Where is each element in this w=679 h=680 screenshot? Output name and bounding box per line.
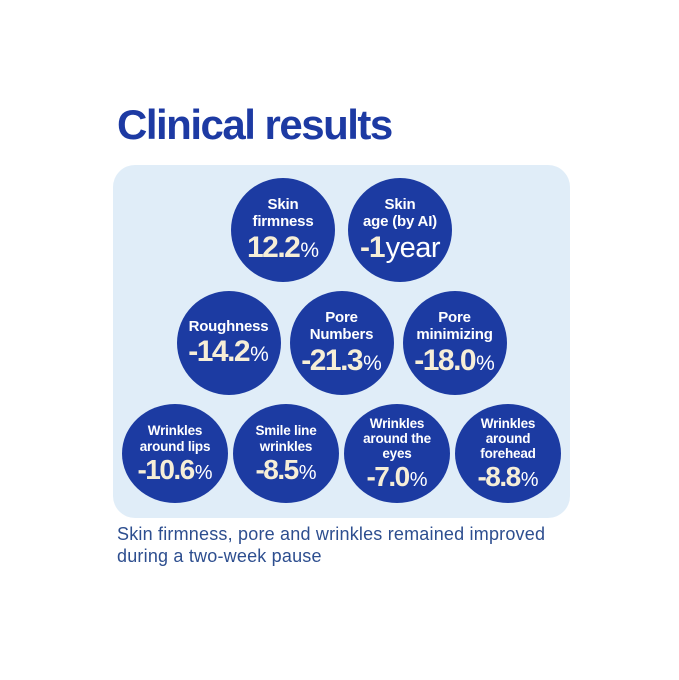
stat-value: -21.3%	[301, 343, 382, 377]
stat-label: Pore Numbers	[309, 309, 374, 343]
stat-number: -1	[359, 230, 386, 264]
stat-bubble-wrinkles-forehead: Wrinkles around forehead -8.8%	[455, 404, 561, 503]
stat-number: -14.2	[188, 335, 250, 369]
stat-unit: %	[194, 461, 213, 484]
stat-number: -7.0	[366, 461, 410, 493]
stat-unit: %	[363, 351, 382, 375]
stat-value: -1 year	[359, 230, 441, 264]
stat-label: Wrinkles around forehead	[480, 415, 536, 462]
stat-bubble-wrinkles-lips: Wrinkles around lips -10.6%	[122, 404, 228, 503]
stat-value: -14.2%	[188, 337, 269, 367]
stat-unit: %	[300, 238, 320, 262]
stat-label: Roughness	[188, 317, 269, 335]
stat-value: -8.5%	[255, 453, 317, 485]
stat-label: Skin age (by AI)	[363, 196, 437, 230]
stat-unit: %	[298, 461, 317, 484]
stat-unit: %	[409, 469, 428, 492]
stat-bubble-roughness: Roughness -14.2%	[176, 291, 281, 395]
stat-value: -7.0%	[366, 463, 427, 491]
stat-number: -8.8	[477, 461, 521, 493]
results-row-1: Skin firmness 12.2% Skin age (by AI) -1 y…	[113, 178, 570, 282]
results-row-3: Wrinkles around lips -10.6% Smile line w…	[113, 404, 570, 503]
caption-text: Skin firmness, pore and wrinkles remaine…	[117, 524, 546, 566]
stat-number: -21.3	[301, 343, 363, 377]
results-row-2: Roughness -14.2% Pore Numbers -21.3% Por…	[113, 291, 570, 395]
stat-value: -18.0%	[414, 343, 495, 377]
stat-label: Skin firmness	[252, 196, 314, 230]
stat-label: Pore minimizing	[416, 309, 493, 343]
stat-label: Smile line wrinkles	[255, 423, 317, 454]
stat-bubble-skin-age: Skin age (by AI) -1 year	[348, 178, 452, 282]
stat-unit: %	[476, 351, 495, 375]
stat-bubble-pore-minimizing: Pore minimizing -18.0%	[402, 291, 507, 395]
stat-value: -8.8%	[477, 463, 538, 491]
stat-label: Wrinkles around the eyes	[363, 415, 431, 462]
results-panel: Skin firmness 12.2% Skin age (by AI) -1 y…	[113, 165, 570, 518]
stat-unit: %	[250, 343, 269, 367]
stat-value: -10.6%	[137, 453, 213, 485]
stat-number: 12.2	[246, 230, 301, 264]
stat-number: -8.5	[255, 453, 299, 485]
page-title: Clinical results	[117, 101, 393, 148]
stat-bubble-skin-firmness: Skin firmness 12.2%	[231, 178, 335, 282]
stat-bubble-pore-numbers: Pore Numbers -21.3%	[289, 291, 394, 395]
stat-unit: %	[520, 469, 539, 492]
stat-value: 12.2%	[246, 230, 320, 264]
stat-bubble-smile-line: Smile line wrinkles -8.5%	[233, 404, 339, 503]
stat-number: -18.0	[414, 343, 476, 377]
stat-number: -10.6	[137, 453, 195, 485]
stat-unit: year	[385, 231, 441, 264]
stat-label: Wrinkles around lips	[139, 423, 211, 454]
stat-bubble-wrinkles-eyes: Wrinkles around the eyes -7.0%	[344, 404, 450, 503]
